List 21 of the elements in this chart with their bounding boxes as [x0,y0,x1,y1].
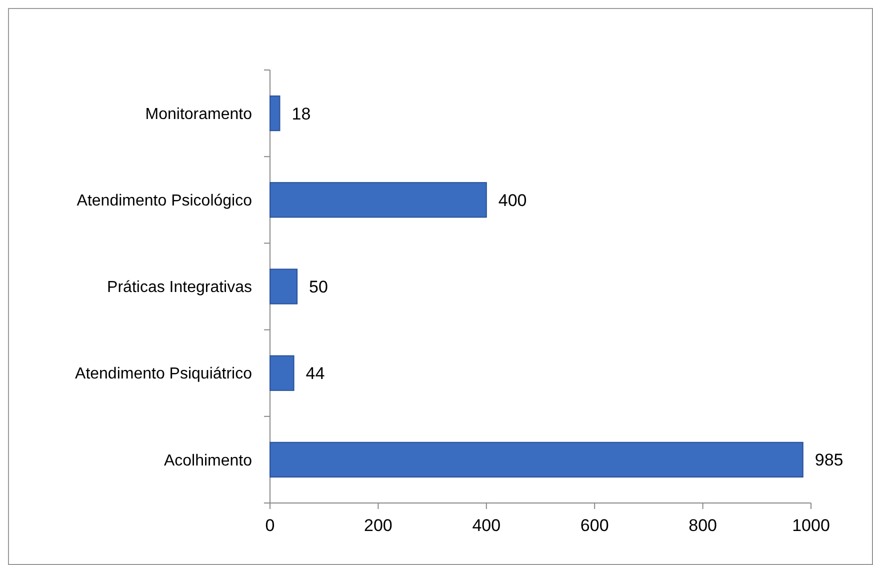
y-tick-label: Monitoramento [145,106,252,123]
y-tick-label: Atendimento Psiquiátrico [75,366,252,383]
x-tick-label: 400 [472,516,501,535]
x-tick-label: 0 [265,516,275,535]
y-tick-label: Atendimento Psicológico [76,192,252,210]
bar [270,268,298,304]
x-tick-label: 800 [688,516,717,535]
data-label: 44 [306,364,325,384]
data-label: 50 [309,277,328,296]
data-label: 18 [292,104,311,124]
x-tick-label: 1000 [792,516,830,535]
data-label: 985 [814,450,844,470]
x-tick-label: 600 [580,516,609,535]
bar [270,442,804,478]
bar [270,355,294,391]
data-label: 400 [498,190,527,210]
bar [270,182,487,218]
bar [270,95,280,132]
y-tick-label: Práticas Integrativas [107,279,252,296]
x-tick-label: 200 [364,516,392,535]
y-tick-label: Acolhimento [164,452,252,470]
